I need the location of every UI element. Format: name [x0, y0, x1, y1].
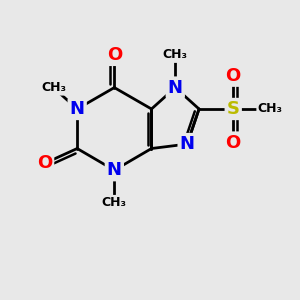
Text: CH₃: CH₃: [41, 81, 66, 94]
Text: CH₃: CH₃: [102, 196, 127, 209]
Text: N: N: [70, 100, 85, 118]
Text: O: O: [226, 67, 241, 85]
Text: N: N: [107, 161, 122, 179]
Text: N: N: [180, 135, 195, 153]
Text: S: S: [227, 100, 240, 118]
Text: O: O: [226, 134, 241, 152]
Text: O: O: [37, 154, 52, 172]
Text: CH₃: CH₃: [258, 103, 283, 116]
Text: O: O: [107, 46, 122, 64]
Text: N: N: [168, 79, 183, 97]
Text: CH₃: CH₃: [163, 48, 188, 62]
